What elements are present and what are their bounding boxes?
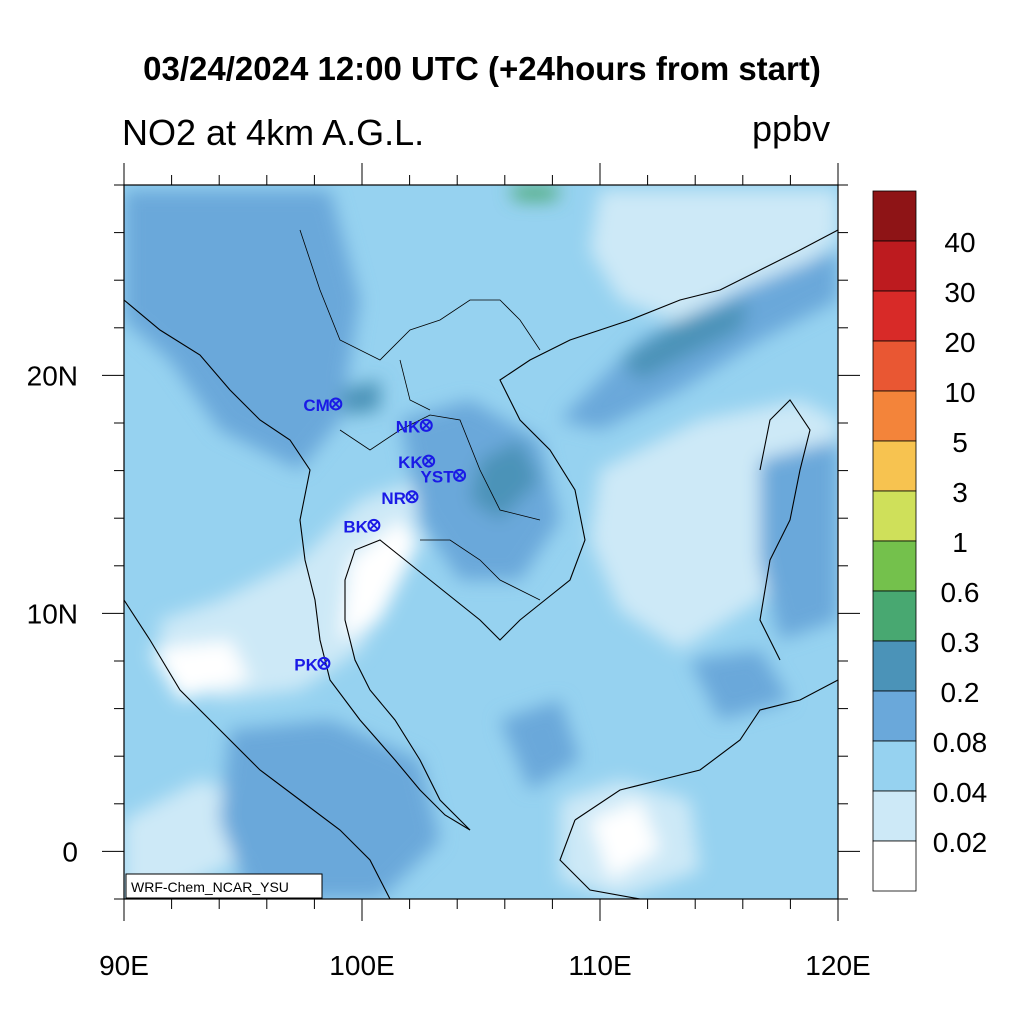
colorbar-label: 30 bbox=[944, 277, 975, 308]
colorbar-label: 20 bbox=[944, 327, 975, 358]
field-mid-sea2 bbox=[690, 650, 790, 720]
station-cm: CM bbox=[303, 396, 343, 415]
colorbar-bin bbox=[872, 690, 917, 742]
colorbar-label: 0.2 bbox=[941, 677, 980, 708]
field-dark-coast bbox=[620, 300, 750, 380]
station-kk: KK bbox=[398, 453, 436, 472]
colorbar-bin bbox=[872, 590, 917, 642]
field-mid-sea bbox=[500, 700, 580, 790]
station-label: YST bbox=[421, 467, 455, 486]
colorbar-label: 5 bbox=[952, 427, 968, 458]
colorbar-bin bbox=[872, 190, 917, 242]
field-low-ne bbox=[590, 190, 838, 330]
colorbar-bin bbox=[872, 790, 917, 842]
colorbar-bin bbox=[872, 440, 917, 492]
station-marker bbox=[329, 397, 343, 411]
colorbar-bin bbox=[872, 740, 917, 792]
axis-ticks bbox=[102, 163, 860, 921]
station-bk: BK bbox=[343, 517, 381, 536]
colorbar-label: 0.08 bbox=[933, 727, 988, 758]
field-white-borneo bbox=[590, 800, 660, 880]
map-title: 03/24/2024 12:00 UTC (+24hours from star… bbox=[143, 50, 821, 87]
colorbar-label: 40 bbox=[944, 227, 975, 258]
model-credit: WRF-Chem_NCAR_YSU bbox=[125, 873, 323, 899]
y-tick-label: 20N bbox=[27, 360, 78, 391]
colorbar-label: 0.02 bbox=[933, 827, 988, 858]
y-tick-label: 0 bbox=[62, 836, 78, 867]
station-label: KK bbox=[398, 453, 423, 472]
field-mid-east bbox=[760, 440, 838, 640]
station-marker bbox=[405, 490, 419, 504]
station-label: NR bbox=[381, 489, 406, 508]
station-label: PK bbox=[294, 655, 318, 674]
plot-frame bbox=[123, 184, 839, 900]
colorbar-bin bbox=[872, 640, 917, 692]
station-marker bbox=[317, 656, 331, 670]
station-marker bbox=[419, 418, 433, 432]
station-label: CM bbox=[303, 396, 329, 415]
colorbar-label: 10 bbox=[944, 377, 975, 408]
colorbar-bin bbox=[872, 540, 917, 592]
station-marker bbox=[453, 468, 467, 482]
country-borders bbox=[299, 229, 541, 601]
station-label: BK bbox=[343, 517, 368, 536]
station-label: NK bbox=[396, 417, 421, 436]
field-white-gulf bbox=[340, 520, 420, 640]
colorbar-bin bbox=[872, 240, 917, 292]
station-nr: NR bbox=[381, 489, 419, 508]
x-tick-label: 90E bbox=[99, 950, 149, 981]
colorbar-labels: 0.02 0.04 0.08 0.2 0.3 0.6 1 3 5 10 20 30 40 bbox=[933, 227, 988, 858]
no2-field bbox=[124, 185, 838, 899]
field-mid-malay bbox=[220, 720, 440, 899]
units-label: ppbv bbox=[752, 108, 831, 149]
station-nk: NK bbox=[396, 417, 433, 436]
x-tick-label: 120E bbox=[805, 950, 870, 981]
x-axis-labels: 90E 100E 110E 120E bbox=[99, 950, 871, 981]
colorbar-bin bbox=[872, 490, 917, 542]
field-mid-myanmar bbox=[124, 190, 360, 470]
y-axis-labels: 20N 10N 0 bbox=[27, 360, 78, 867]
field-dark-myanmar bbox=[340, 380, 380, 415]
colorbar-bin bbox=[872, 340, 917, 392]
colorbar-label: 0.3 bbox=[941, 627, 980, 658]
field-dark-indochina bbox=[470, 440, 540, 520]
station-marker bbox=[367, 518, 381, 532]
credit-text: WRF-Chem_NCAR_YSU bbox=[131, 879, 289, 895]
colorbar-bin bbox=[872, 840, 917, 892]
station-yst: YST bbox=[421, 467, 467, 486]
variable-title: NO2 at 4km A.G.L. bbox=[122, 112, 425, 153]
colorbar-label: 0.6 bbox=[941, 577, 980, 608]
colorbar-label: 1 bbox=[952, 527, 968, 558]
x-tick-label: 110E bbox=[568, 950, 631, 981]
field-white-w bbox=[150, 640, 250, 700]
field-green-n bbox=[510, 186, 560, 200]
colorbar bbox=[872, 190, 917, 892]
colorbar-bin bbox=[872, 390, 917, 442]
x-tick-label: 100E bbox=[329, 950, 394, 981]
y-tick-label: 10N bbox=[27, 598, 78, 629]
coastlines bbox=[124, 229, 838, 899]
colorbar-label: 0.04 bbox=[933, 777, 988, 808]
colorbar-bin bbox=[872, 290, 917, 342]
colorbar-label: 3 bbox=[952, 477, 968, 508]
station-marker bbox=[422, 454, 436, 468]
station-pk: PK bbox=[294, 655, 331, 674]
